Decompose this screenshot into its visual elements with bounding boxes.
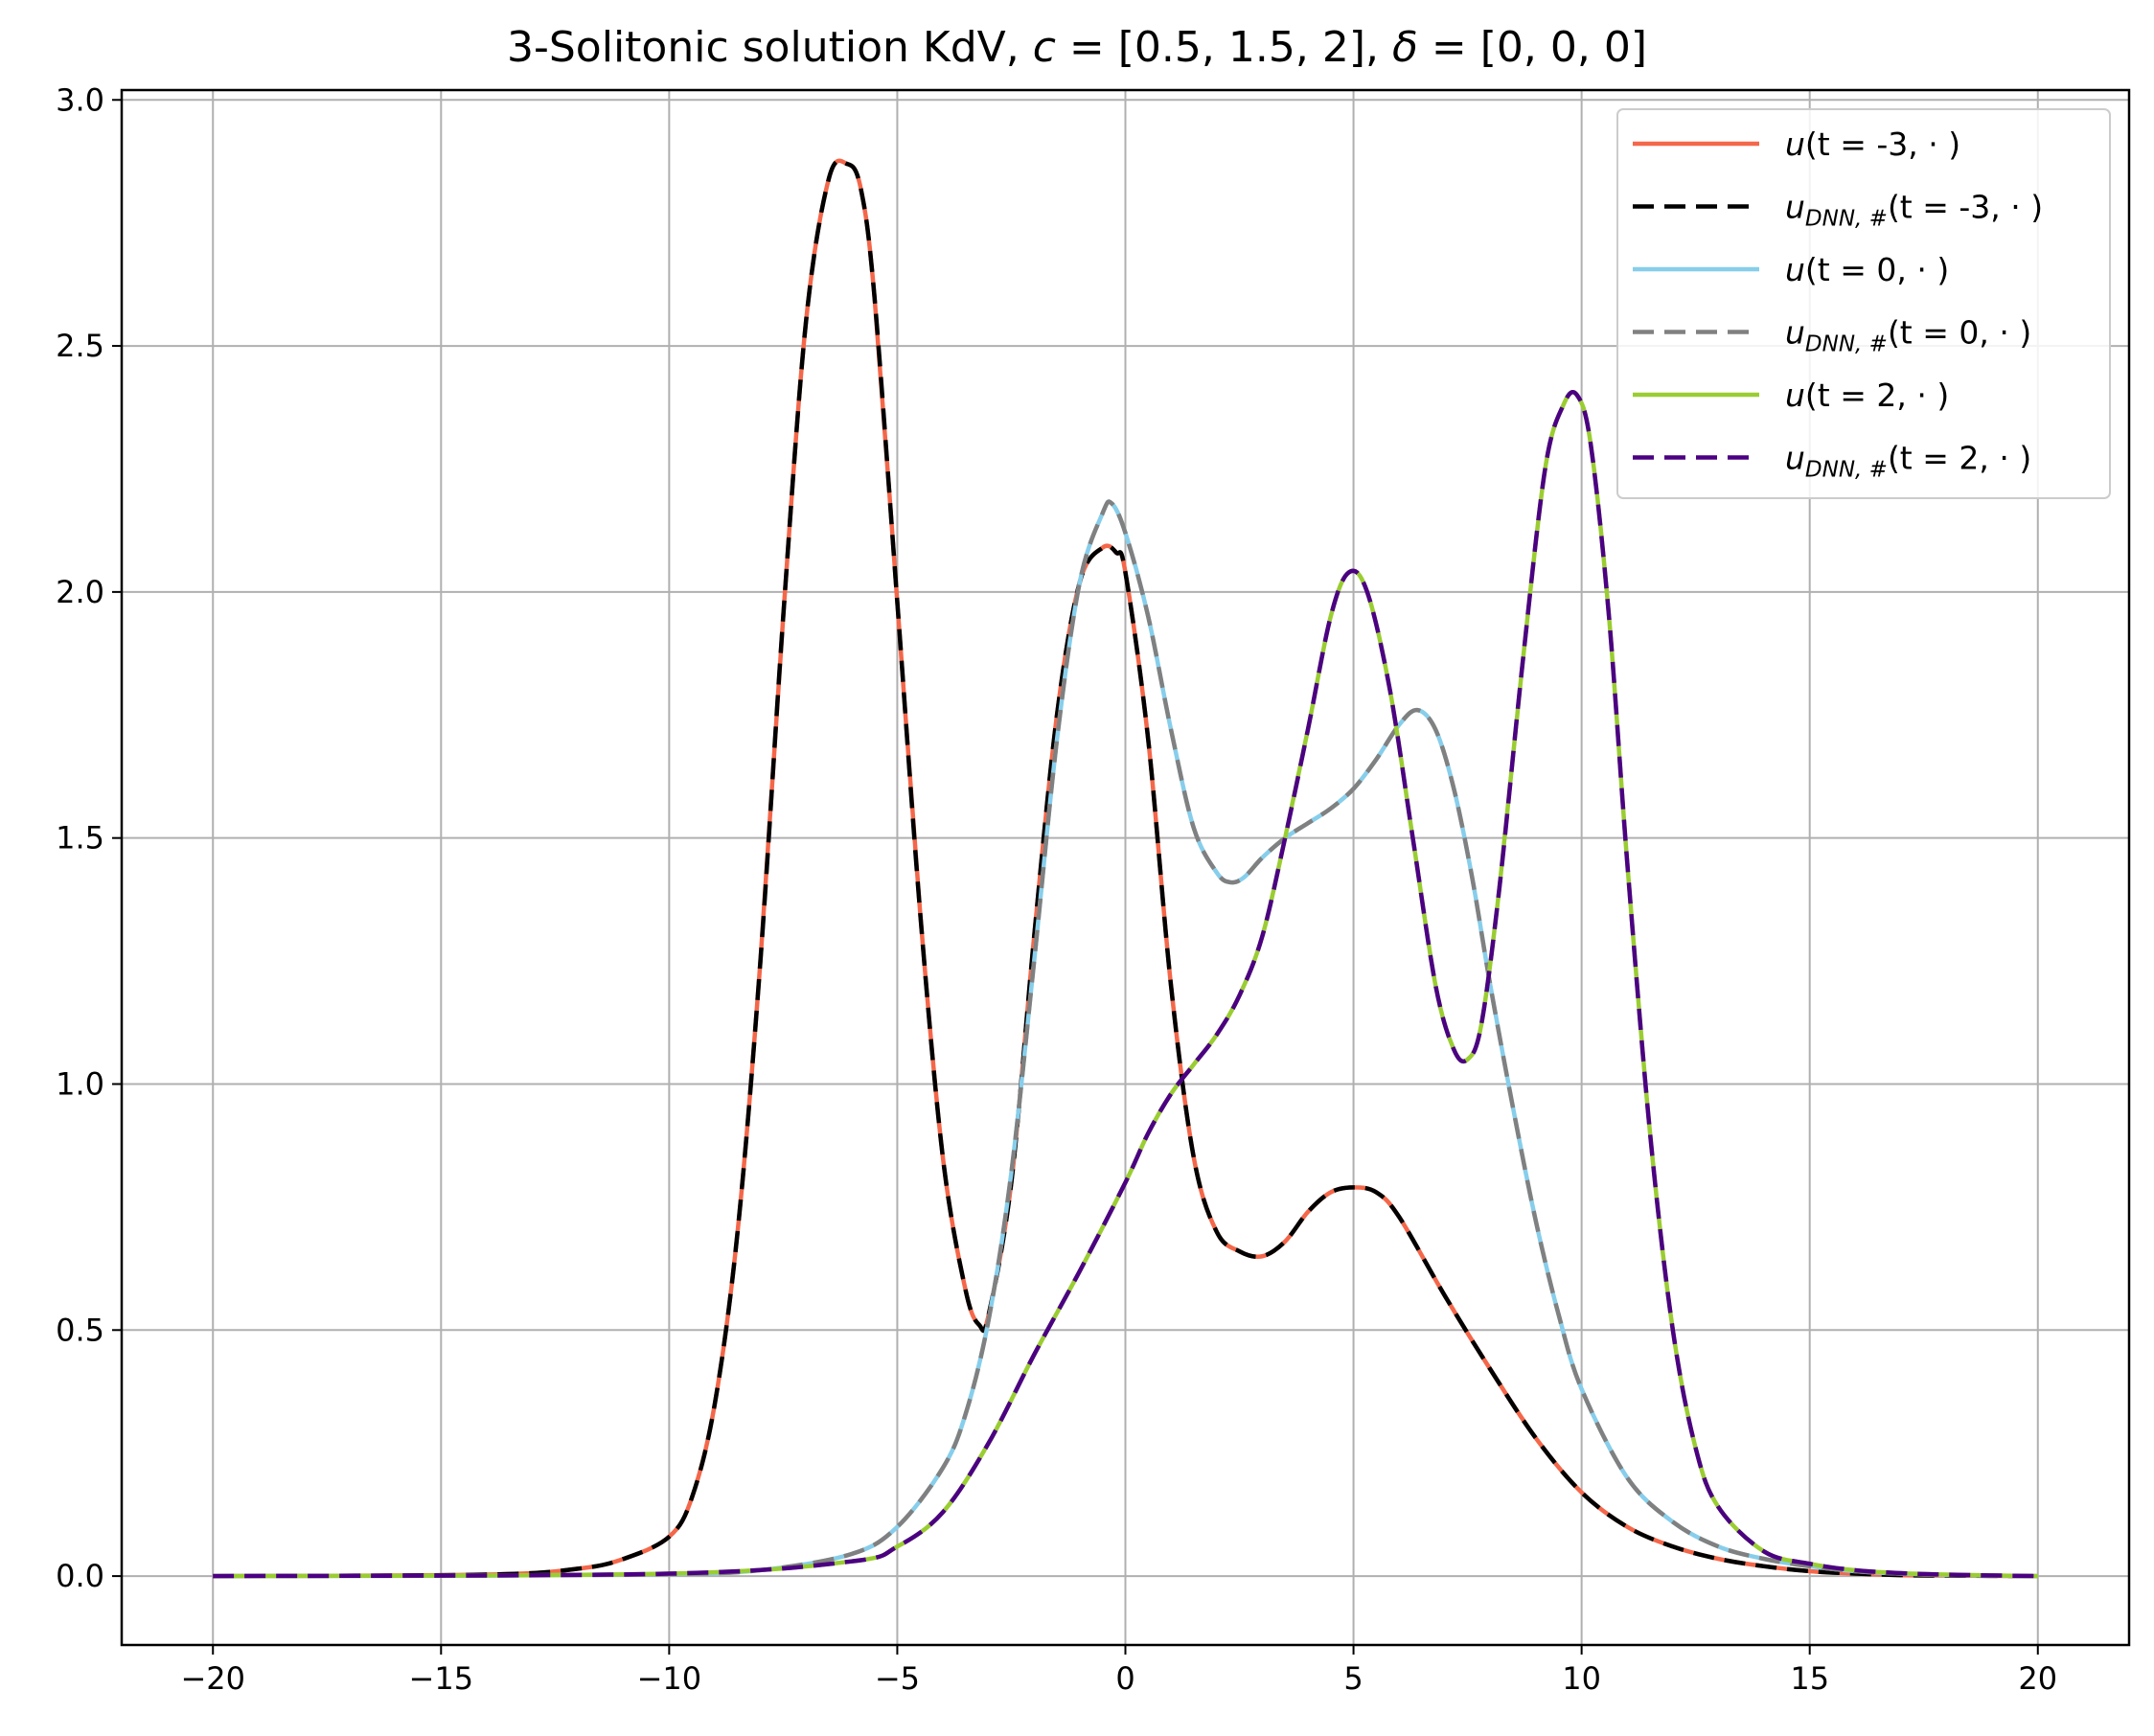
legend-label-args: (t = -3, · ) xyxy=(1888,189,2043,226)
legend-label-main: u xyxy=(1785,126,1805,163)
plot-area xyxy=(213,158,2038,1579)
chart-title: 3-Solitonic solution KdV, c = [0.5, 1.5,… xyxy=(507,23,1647,72)
series-line-3 xyxy=(213,499,2038,1579)
x-tick-label: 0 xyxy=(1115,1660,1134,1697)
legend-label-4: u(t = 2, · ) xyxy=(1785,377,1949,414)
title-c-symbol: c xyxy=(1033,23,1056,72)
x-tick-label: −5 xyxy=(875,1660,920,1697)
title-prefix: 3-Solitonic solution KdV, xyxy=(507,23,1033,72)
y-tick-label: 2.5 xyxy=(56,328,104,364)
legend-label-subscript: DNN, # xyxy=(1805,458,1888,483)
y-tick-label: 1.0 xyxy=(56,1065,104,1102)
x-tick-label: 5 xyxy=(1343,1660,1363,1697)
legend-label-3: uDNN, #(t = 0, · ) xyxy=(1785,314,2031,357)
legend: u(t = -3, · )uDNN, #(t = -3, · )u(t = 0,… xyxy=(1616,108,2111,499)
legend-label-main: u xyxy=(1785,440,1805,477)
legend-label-args: (t = 2, · ) xyxy=(1805,377,1949,414)
legend-label-main: u xyxy=(1785,314,1805,352)
legend-label-1: uDNN, #(t = -3, · ) xyxy=(1785,189,2043,232)
axis-ticks: −20 −15 −10 −5 0 5 10 15 20 0.0 0.5 1.0 1.5 2.0 2.5 3.0 xyxy=(56,81,2057,1697)
title-delta-values: = [0, 0, 0] xyxy=(1418,23,1647,72)
grid xyxy=(122,90,2129,1645)
x-tick-label: −15 xyxy=(409,1660,474,1697)
x-tick-label: 10 xyxy=(1562,1660,1601,1697)
series-line-1 xyxy=(213,158,2038,1579)
x-tick-label: −20 xyxy=(180,1660,245,1697)
y-tick-label: 0.0 xyxy=(56,1558,104,1594)
legend-label-subscript: DNN, # xyxy=(1805,332,1888,357)
legend-label-args: (t = 2, · ) xyxy=(1888,440,2031,477)
y-tick-label: 0.5 xyxy=(56,1312,104,1348)
legend-label-main: u xyxy=(1785,377,1805,414)
legend-label-2: u(t = 0, · ) xyxy=(1785,251,1949,288)
x-tick-label: 15 xyxy=(1790,1660,1829,1697)
legend-label-0: u(t = -3, · ) xyxy=(1785,126,1960,163)
legend-label-args: (t = 0, · ) xyxy=(1888,314,2031,352)
x-tick-label: 20 xyxy=(2018,1660,2057,1697)
y-tick-label: 3.0 xyxy=(56,81,104,118)
title-c-values: = [0.5, 1.5, 2], xyxy=(1056,23,1392,72)
legend-box xyxy=(1616,108,2111,499)
legend-label-subscript: DNN, # xyxy=(1805,207,1888,232)
legend-label-5: uDNN, #(t = 2, · ) xyxy=(1785,440,2031,483)
title-delta-symbol: δ xyxy=(1392,23,1418,72)
y-tick-label: 1.5 xyxy=(56,820,104,857)
series-line-5 xyxy=(213,390,2038,1579)
y-tick-label: 2.0 xyxy=(56,574,104,610)
legend-label-args: (t = 0, · ) xyxy=(1805,251,1949,288)
legend-label-args: (t = -3, · ) xyxy=(1805,126,1960,163)
x-tick-label: −10 xyxy=(637,1660,702,1697)
legend-label-main: u xyxy=(1785,251,1805,288)
legend-label-main: u xyxy=(1785,189,1805,226)
